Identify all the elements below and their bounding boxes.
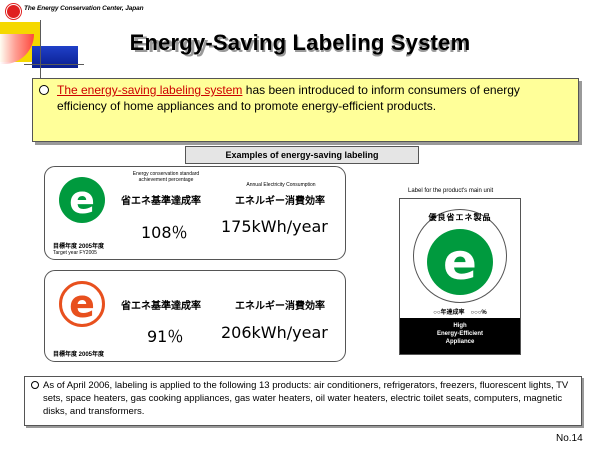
page-number: No.14 (556, 433, 583, 444)
examples-label: Examples of energy-saving labeling (185, 146, 419, 164)
label-example-green: e Energy conservation standard achieveme… (44, 166, 346, 260)
deco-horizontal-line (24, 64, 84, 65)
consumption-value: 206kWh/year (221, 323, 328, 342)
product-label-caption: Label for the product's main unit (408, 188, 494, 194)
consumption-heading-jp: エネルギー消費効率 (235, 196, 325, 207)
rate-heading-jp: 省エネ基準達成率 (121, 196, 201, 207)
org-logo (6, 4, 21, 19)
label-black-line1: High (453, 323, 467, 329)
e-mark-green-icon: e (59, 177, 105, 223)
deco-vertical-line (40, 20, 41, 90)
target-year-en: Target year FY2005 (53, 250, 97, 256)
bullet-circle-icon (31, 381, 39, 389)
product-main-label: 優良省エネ製品 e ○○年達成率 ○○○% High Energy-Effici… (399, 198, 521, 355)
page-title-shadow: Energy-Saving Labeling System (133, 32, 469, 57)
consumption-heading-jp: エネルギー消費効率 (235, 301, 325, 312)
bullet-circle-icon (39, 85, 49, 95)
target-year-jp: 目標年度 2005年度 (53, 244, 105, 250)
label-black-band: High Energy-Efficient Appliance (400, 318, 520, 354)
intro-text: The energy-saving labeling system has be… (57, 82, 572, 114)
label-rate-text: ○○年達成率 ○○○% (433, 310, 487, 316)
e-mark-orange-icon: e (59, 281, 105, 327)
intro-rest-text: has been introduced to inform consumers … (57, 83, 520, 113)
rate-caption-en: Energy conservation standard achievement… (132, 171, 200, 183)
deco-blue-bar (32, 46, 78, 68)
bottom-note-box: As of April 2006, labeling is applied to… (24, 376, 582, 426)
org-name: The Energy Conservation Center, Japan (24, 5, 144, 12)
label-arc-text: 優良省エネ製品 (428, 213, 492, 222)
rate-heading-jp: 省エネ基準達成率 (121, 301, 201, 312)
bottom-note-text: As of April 2006, labeling is applied to… (43, 380, 569, 417)
consumption-caption-en: Annual Electricity Consumption (246, 182, 316, 188)
rate-value: 108％ (141, 223, 188, 242)
consumption-value: 175kWh/year (221, 217, 328, 236)
e-mark-large-icon: e (427, 229, 493, 295)
rate-value: 91％ (147, 327, 184, 346)
label-black-line3: Appliance (445, 339, 475, 345)
page-title: Energy-Saving Labeling System (129, 30, 471, 55)
target-year-jp: 目標年度 2005年度 (53, 352, 105, 358)
label-example-orange: e 省エネ基準達成率 エネルギー消費効率 91％ 206kWh/year 目標年… (44, 270, 346, 362)
intro-box: The energy-saving labeling system has be… (32, 78, 579, 142)
labeling-system-link[interactable]: The energy-saving labeling system (57, 83, 243, 97)
label-black-line2: Energy-Efficient (436, 331, 483, 337)
